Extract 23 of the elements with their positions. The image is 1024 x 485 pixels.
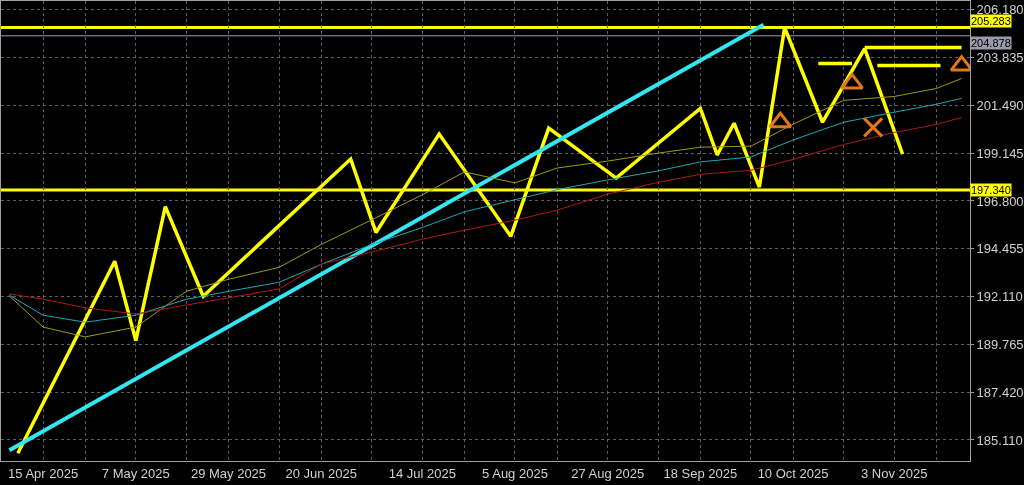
ref-line-label: 197.340 (971, 184, 1011, 196)
x-tick-label: 18 Sep 2025 (663, 465, 738, 481)
ref-line-label: 204.878 (971, 37, 1011, 49)
x-tick-label: 27 Aug 2025 (571, 465, 645, 481)
x-tick-label: 3 Nov 2025 (860, 465, 928, 481)
y-tick-label: 196.800 (976, 193, 1024, 209)
y-tick-label: 206.180 (976, 1, 1024, 17)
x-tick-label: 10 Oct 2025 (757, 465, 829, 481)
y-tick-label: 187.420 (976, 385, 1024, 401)
y-tick-label: 203.835 (976, 49, 1024, 65)
x-tick-label: 20 Jun 2025 (285, 465, 357, 481)
x-tick-label: 29 May 2025 (190, 465, 267, 481)
y-tick-label: 201.490 (976, 97, 1024, 113)
x-tick-label: 7 May 2025 (101, 465, 170, 481)
y-tick-label: 192.110 (976, 289, 1023, 305)
ref-line-label: 205.283 (971, 15, 1011, 27)
x-tick-label: 5 Aug 2025 (482, 465, 548, 481)
y-tick-label: 199.145 (976, 145, 1024, 161)
y-tick-label: 194.455 (976, 241, 1024, 257)
y-tick-label: 185.110 (976, 432, 1023, 448)
x-tick-label: 15 Apr 2025 (8, 465, 79, 481)
x-tick-label: 14 Jul 2025 (388, 465, 456, 481)
y-tick-label: 189.765 (976, 337, 1024, 353)
